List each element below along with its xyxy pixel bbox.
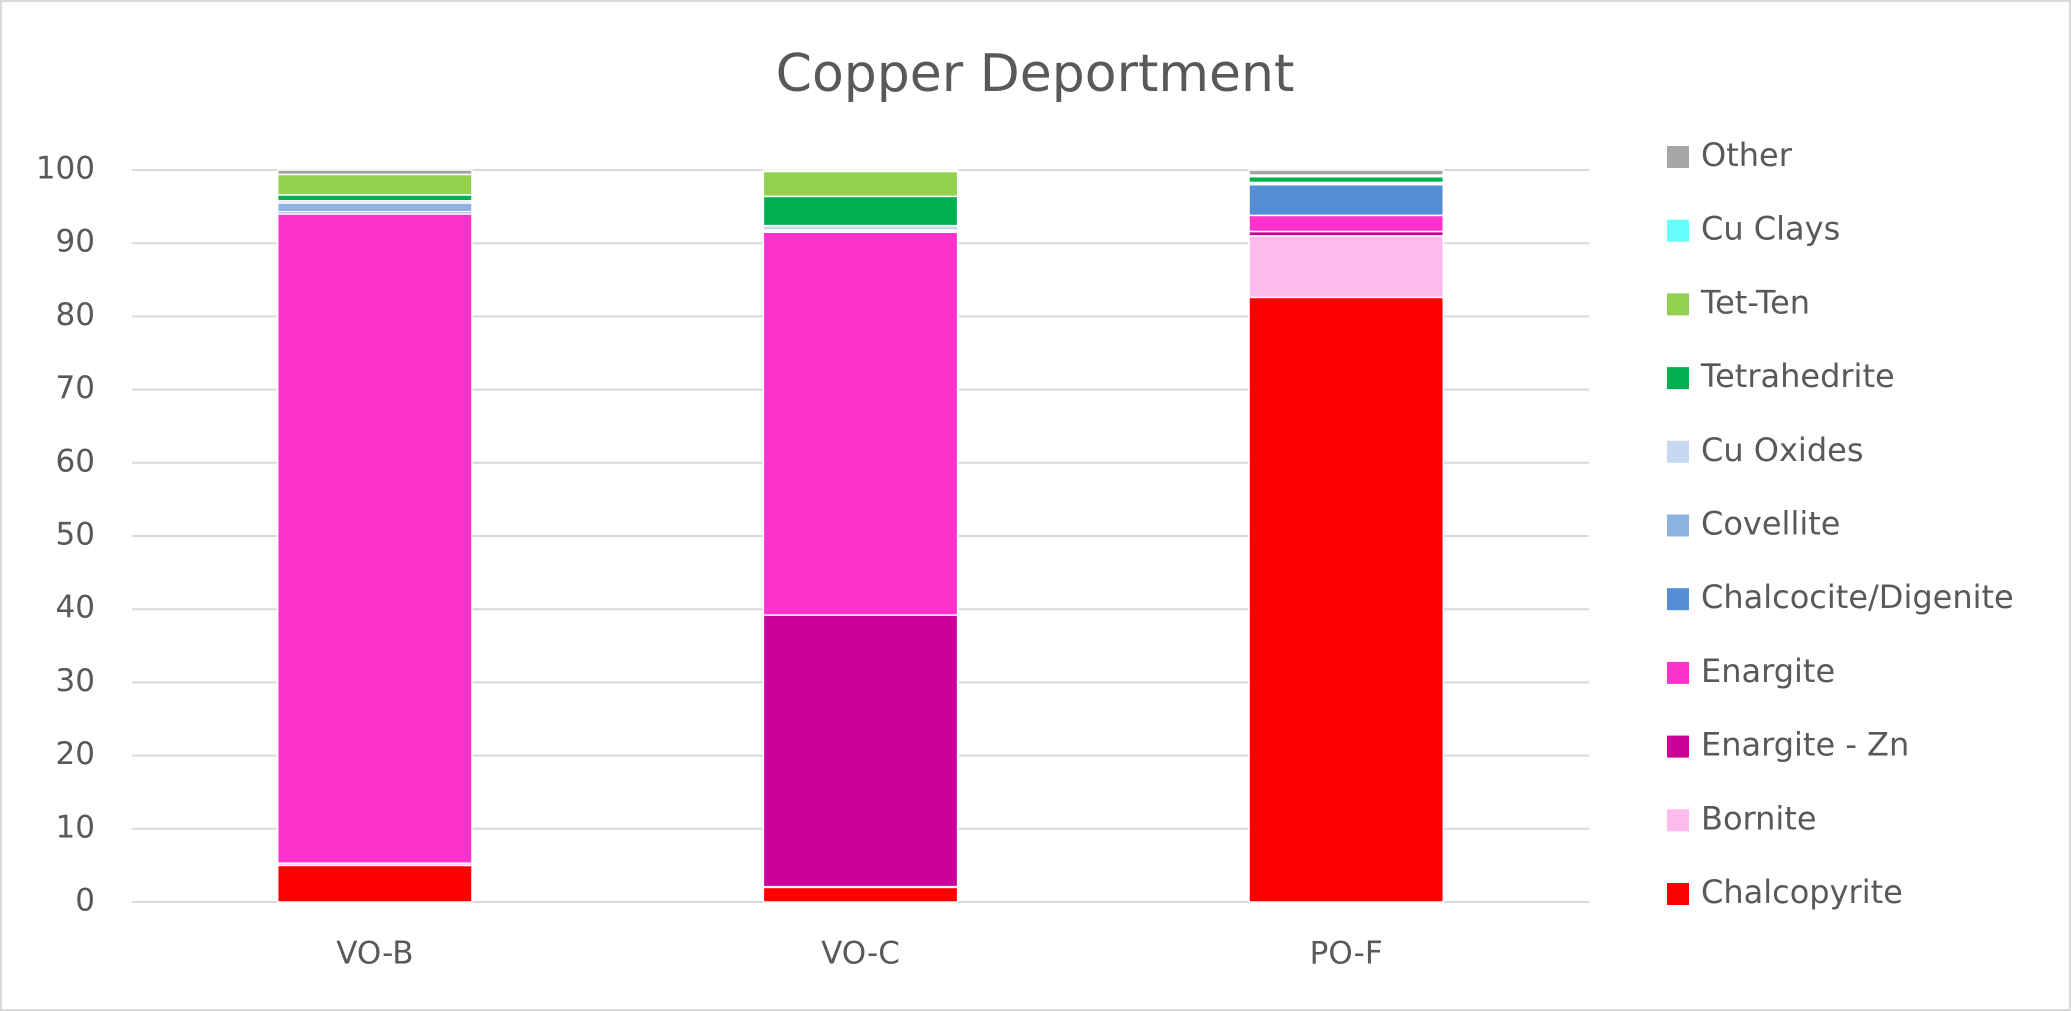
y-tick-label: 20 [56,736,95,772]
bar-segment [1248,235,1445,299]
bar-segment [1248,183,1445,217]
bar-segment [276,194,473,202]
legend-swatch [1667,883,1689,905]
legend-label: Bornite [1701,799,1817,837]
bar-segment [1248,214,1445,233]
legend-swatch [1667,293,1689,316]
legend-swatch [1667,146,1689,168]
y-tick-label: 90 [56,224,95,260]
legend-label: Enargite - Zn [1701,726,1909,764]
bar-segment [1248,175,1445,184]
legend-label: Cu Clays [1701,210,1840,248]
legend-label: Covellite [1701,505,1840,543]
y-tick-label: 100 [36,151,95,187]
bar-segment [276,213,473,864]
y-tick-label: 30 [56,663,95,699]
legend-label: Chalcocite/Digenite [1701,578,2014,616]
legend-swatch [1667,440,1689,463]
legend-swatch [1667,514,1689,537]
legend-label: Tet-Ten [1700,283,1810,321]
y-tick-label: 50 [56,517,95,553]
bar-segment [1248,296,1445,903]
bar-segment [762,170,959,198]
legend-label: Cu Oxides [1701,431,1863,469]
bar-segment [276,173,473,196]
bar-segment [762,886,959,903]
bar-segment [276,864,473,903]
bar-segment [762,614,959,888]
legend-label: Tetrahedrite [1700,357,1895,395]
y-tick-label: 70 [56,370,95,406]
legend-swatch [1667,809,1689,832]
legend-swatch [1667,219,1689,242]
legend-label: Enargite [1701,652,1835,690]
legend-swatch [1667,588,1689,611]
y-tick-label: 60 [56,443,95,479]
legend-swatch [1667,661,1689,684]
x-tick-label: VO-B [336,936,413,972]
bar-segment [276,169,473,176]
y-tick-label: 40 [56,590,95,626]
bar-segment [762,195,959,227]
x-tick-label: PO-F [1310,936,1383,972]
legend-label: Other [1701,136,1793,174]
y-tick-label: 10 [56,809,95,845]
bar-segment [762,231,959,616]
y-tick-label: 80 [56,297,95,333]
legend-swatch [1667,367,1689,390]
legend-swatch [1667,735,1689,758]
y-tick-label: 0 [75,883,95,919]
chart-title: Copper Deportment [776,44,1295,104]
x-tick-label: VO-C [821,936,900,972]
bar-segment [762,169,959,173]
legend-label: Chalcopyrite [1701,873,1903,911]
bar-segment [276,202,473,213]
bar-segment [1248,169,1445,176]
